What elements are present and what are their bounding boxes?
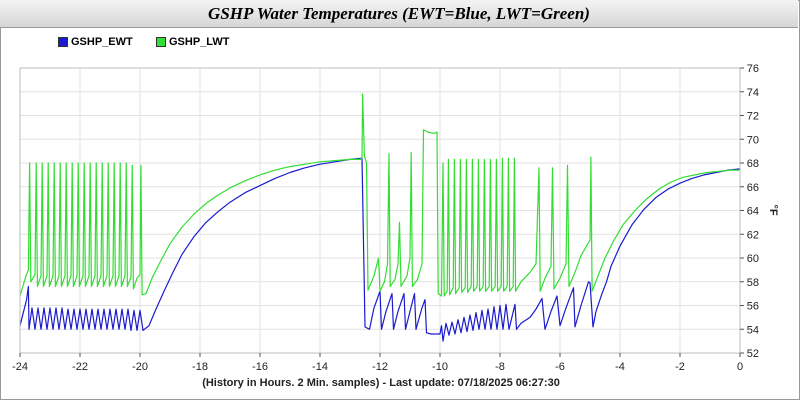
x-tick-label: -6 bbox=[555, 361, 565, 373]
title-bar: GSHP Water Temperatures (EWT=Blue, LWT=G… bbox=[0, 0, 798, 28]
y-tick-label: 76 bbox=[747, 63, 759, 75]
x-tick-label: -16 bbox=[252, 361, 268, 373]
y-tick-label: 60 bbox=[747, 253, 759, 265]
x-tick-label: -24 bbox=[12, 361, 28, 373]
series-line-gshp-lwt bbox=[19, 93, 740, 297]
x-axis: -24 -22 -20 -18 -16 -14 -12 -10 -8 -6 -4 -2 0 bbox=[12, 353, 743, 373]
x-tick-label: 0 bbox=[737, 361, 743, 373]
series-line-gshp-ewt bbox=[19, 157, 741, 342]
legend-label-lwt: GSHP_LWT bbox=[169, 36, 230, 48]
y-tick-label: 58 bbox=[747, 277, 759, 289]
y-tick-label: 56 bbox=[747, 301, 759, 313]
legend-swatch-lwt bbox=[156, 37, 166, 48]
x-axis-label: (History in Hours. 2 Min. samples) - Las… bbox=[202, 377, 560, 389]
x-tick-label: -20 bbox=[132, 361, 148, 373]
y-tick-label: 66 bbox=[747, 182, 759, 194]
legend-label-ewt: GSHP_EWT bbox=[71, 36, 133, 48]
x-tick-label: -22 bbox=[72, 361, 88, 373]
series-layer bbox=[19, 93, 741, 342]
x-tick-label: -4 bbox=[615, 361, 625, 373]
x-tick-label: -10 bbox=[432, 361, 448, 373]
y-tick-label: 64 bbox=[747, 206, 759, 218]
legend-item-ewt: GSHP_EWT bbox=[58, 36, 133, 48]
y-tick-label: 74 bbox=[747, 87, 759, 99]
x-tick-label: -18 bbox=[192, 361, 208, 373]
y-tick-label: 70 bbox=[747, 134, 759, 146]
legend-swatch-ewt bbox=[58, 37, 68, 48]
y-axis-label: °F bbox=[767, 204, 779, 215]
y-tick-label: 72 bbox=[747, 111, 759, 123]
y-tick-label: 62 bbox=[747, 229, 759, 241]
y-tick-label: 54 bbox=[747, 324, 759, 336]
y-tick-label: 52 bbox=[747, 348, 759, 360]
legend-item-lwt: GSHP_LWT bbox=[156, 36, 230, 48]
x-tick-label: -8 bbox=[495, 361, 505, 373]
x-tick-label: -14 bbox=[312, 361, 328, 373]
y-tick-label: 68 bbox=[747, 158, 759, 170]
x-tick-label: -2 bbox=[675, 361, 685, 373]
chart-title: GSHP Water Temperatures (EWT=Blue, LWT=G… bbox=[208, 4, 590, 23]
x-tick-label: -12 bbox=[372, 361, 388, 373]
y-axis: 52 54 56 58 60 62 64 66 68 70 72 74 76 bbox=[740, 63, 759, 360]
